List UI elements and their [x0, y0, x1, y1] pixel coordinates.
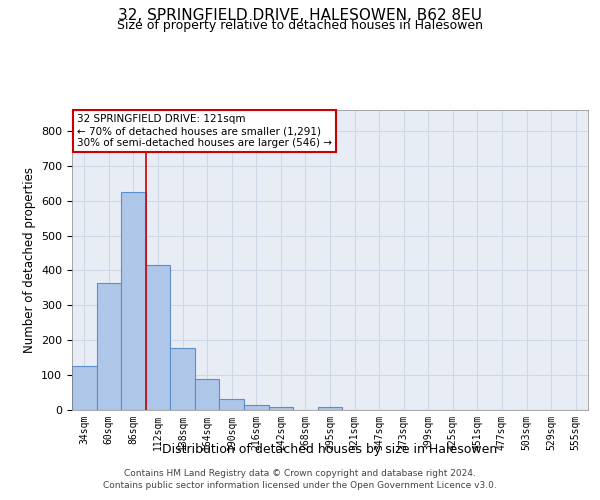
Bar — [97, 282, 121, 410]
Text: 32, SPRINGFIELD DRIVE, HALESOWEN, B62 8EU: 32, SPRINGFIELD DRIVE, HALESOWEN, B62 8E… — [118, 8, 482, 22]
Text: 32 SPRINGFIELD DRIVE: 121sqm
← 70% of detached houses are smaller (1,291)
30% of: 32 SPRINGFIELD DRIVE: 121sqm ← 70% of de… — [77, 114, 332, 148]
Y-axis label: Number of detached properties: Number of detached properties — [23, 167, 35, 353]
Text: Contains HM Land Registry data © Crown copyright and database right 2024.: Contains HM Land Registry data © Crown c… — [124, 468, 476, 477]
Bar — [72, 366, 97, 410]
Bar — [195, 378, 220, 410]
Bar — [121, 192, 146, 410]
Text: Distribution of detached houses by size in Halesowen: Distribution of detached houses by size … — [163, 442, 497, 456]
Text: Contains public sector information licensed under the Open Government Licence v3: Contains public sector information licen… — [103, 481, 497, 490]
Bar — [146, 265, 170, 410]
Bar — [244, 405, 269, 410]
Bar — [269, 407, 293, 410]
Text: Size of property relative to detached houses in Halesowen: Size of property relative to detached ho… — [117, 19, 483, 32]
Bar — [220, 399, 244, 410]
Bar — [170, 348, 195, 410]
Bar — [318, 407, 342, 410]
